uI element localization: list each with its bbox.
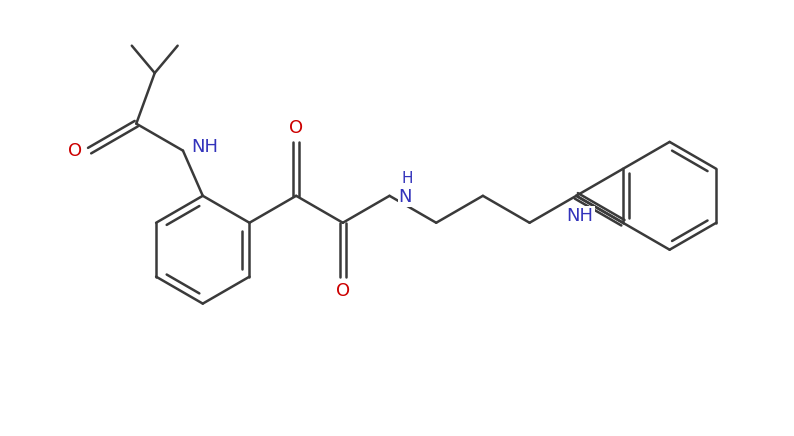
Text: O: O xyxy=(336,282,350,300)
Text: NH: NH xyxy=(191,138,218,156)
Text: O: O xyxy=(68,142,83,160)
Text: N: N xyxy=(399,188,412,206)
Text: H: H xyxy=(401,171,413,186)
Text: NH: NH xyxy=(567,207,594,225)
Text: O: O xyxy=(289,119,303,136)
